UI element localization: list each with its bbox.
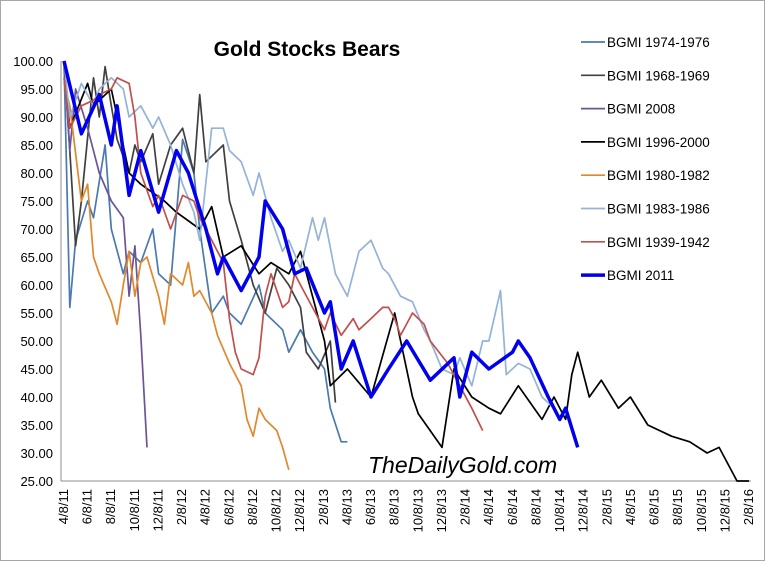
- x-tick-label: 4/8/12: [198, 489, 213, 525]
- y-axis: 100.00 95.00 90.00 85.00 80.00 75.00 70.00 65.0…: [13, 54, 62, 489]
- legend-label: BGMI 1968-1969: [607, 68, 710, 83]
- legend-item: BGMI 1939-1942: [581, 235, 710, 250]
- legend-item: BGMI 2011: [581, 268, 674, 283]
- x-tick-label: 4/8/14: [481, 489, 496, 525]
- x-tick-label: 12/8/15: [717, 489, 732, 532]
- y-tick-label: 35.00: [20, 418, 53, 433]
- x-tick-label: 6/8/13: [363, 489, 378, 525]
- legend-label: BGMI 2011: [607, 268, 674, 283]
- series-line-bgmi-1980-1982: [63, 83, 290, 471]
- y-tick-label: 55.00: [20, 306, 53, 321]
- y-tick-label: 40.00: [20, 390, 53, 405]
- x-tick-label: 6/8/11: [80, 489, 95, 524]
- x-tick-label: 6/8/14: [505, 489, 520, 525]
- x-axis: 4/8/11 6/8/11 8/8/11 10/8/11 12/8/11 2/8/12 4/…: [56, 480, 756, 532]
- watermark: TheDailyGold.com: [368, 452, 557, 478]
- x-tick-label: 2/8/14: [458, 489, 473, 525]
- x-tick-label: 4/8/15: [623, 489, 638, 525]
- legend-label: BGMI 2008: [607, 102, 675, 117]
- legend-item: BGMI 1968-1969: [581, 68, 710, 83]
- x-tick-label: 12/8/11: [150, 489, 165, 531]
- legend-item: BGMI 2008: [581, 102, 675, 117]
- series-line-bgmi-2011: [62, 60, 580, 448]
- legend-label: BGMI 1996-2000: [607, 135, 710, 150]
- y-tick-label: 70.00: [20, 222, 53, 237]
- x-tick-label: 10/8/14: [552, 489, 567, 532]
- y-tick-label: 60.00: [20, 278, 53, 293]
- x-tick-label: 2/8/12: [174, 489, 189, 525]
- x-tick-label: 10/8/13: [410, 489, 425, 532]
- y-tick-label: 45.00: [20, 362, 53, 377]
- x-tick-label: 8/8/14: [528, 489, 543, 525]
- x-tick-label: 10/8/15: [694, 489, 709, 532]
- x-tick-label: 12/8/12: [292, 489, 307, 532]
- y-tick-label: 90.00: [20, 110, 53, 125]
- series-line-bgmi-1996-2000: [63, 60, 749, 482]
- x-tick-label: 8/8/12: [245, 489, 260, 525]
- x-tick-label: 2/8/16: [741, 489, 756, 525]
- legend-label: BGMI 1974-1976: [607, 35, 710, 50]
- y-tick-label: 65.00: [20, 250, 53, 265]
- series-line-bgmi-1968-1969: [63, 60, 337, 403]
- legend: BGMI 1974-1976 BGMI 1968-1969 BGMI 2008 BGM…: [581, 35, 710, 283]
- legend-label: BGMI 1980-1982: [607, 168, 710, 183]
- legend-label: BGMI 1939-1942: [607, 235, 710, 250]
- series-line-bgmi-1939-1942: [63, 76, 484, 431]
- legend-item: BGMI 1980-1982: [581, 168, 710, 183]
- y-tick-label: 25.00: [20, 474, 53, 489]
- series-line-bgmi-2008: [63, 60, 148, 448]
- chart-title: Gold Stocks Bears: [214, 38, 401, 61]
- y-tick-label: 100.00: [13, 54, 53, 69]
- x-tick-label: 12/8/14: [576, 489, 591, 532]
- y-tick-label: 80.00: [20, 166, 53, 181]
- x-tick-label: 2/8/13: [316, 489, 331, 525]
- y-tick-label: 85.00: [20, 138, 53, 153]
- x-tick-label: 10/8/11: [127, 489, 142, 531]
- y-tick-label: 50.00: [20, 334, 53, 349]
- y-tick-label: 30.00: [20, 446, 53, 461]
- x-tick-label: 4/8/13: [339, 489, 354, 525]
- x-tick-label: 12/8/13: [434, 489, 449, 532]
- y-tick-label: 95.00: [20, 82, 53, 97]
- x-tick-label: 6/8/12: [221, 489, 236, 525]
- legend-item: BGMI 1996-2000: [581, 135, 710, 150]
- x-tick-label: 2/8/15: [599, 489, 614, 525]
- legend-item: BGMI 1983-1986: [581, 202, 710, 217]
- x-tick-label: 6/8/15: [647, 489, 662, 525]
- x-tick-label: 8/8/11: [103, 489, 118, 524]
- y-tick-label: 75.00: [20, 194, 53, 209]
- x-tick-label: 8/8/15: [670, 489, 685, 525]
- series-lines: [62, 60, 749, 482]
- x-tick-label: 10/8/12: [269, 489, 284, 532]
- series-line-bgmi-1983-1986: [63, 60, 555, 409]
- x-tick-label: 8/8/13: [387, 489, 402, 525]
- x-tick-label: 4/8/11: [56, 489, 71, 524]
- legend-label: BGMI 1983-1986: [607, 202, 710, 217]
- legend-item: BGMI 1974-1976: [581, 35, 710, 50]
